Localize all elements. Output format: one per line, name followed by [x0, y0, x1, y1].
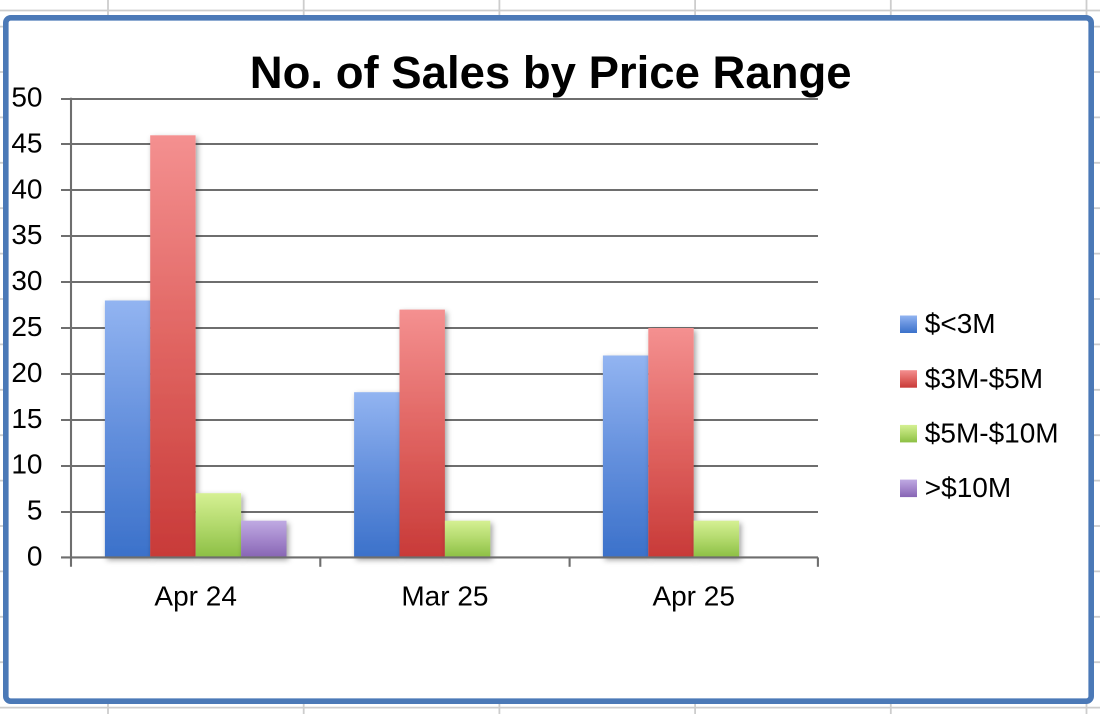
svg-text:No. of Sales by Price Range: No. of Sales by Price Range — [250, 47, 852, 98]
svg-text:$5M-$10M: $5M-$10M — [925, 418, 1059, 449]
svg-text:25: 25 — [11, 311, 42, 342]
svg-text:$3M-$5M: $3M-$5M — [925, 363, 1043, 394]
svg-text:$<3M: $<3M — [925, 308, 996, 339]
svg-text:Mar 25: Mar 25 — [401, 581, 488, 612]
svg-text:50: 50 — [11, 82, 42, 113]
svg-text:5: 5 — [27, 495, 43, 526]
svg-text:Apr 24: Apr 24 — [154, 581, 237, 612]
svg-text:45: 45 — [11, 128, 42, 159]
svg-text:35: 35 — [11, 219, 42, 250]
svg-text:0: 0 — [27, 540, 43, 571]
svg-text:>$10M: >$10M — [925, 472, 1011, 503]
svg-text:Apr 25: Apr 25 — [652, 581, 735, 612]
svg-text:20: 20 — [11, 357, 42, 388]
svg-text:15: 15 — [11, 403, 42, 434]
svg-text:10: 10 — [11, 449, 42, 480]
svg-text:40: 40 — [11, 173, 42, 204]
svg-text:30: 30 — [11, 265, 42, 296]
